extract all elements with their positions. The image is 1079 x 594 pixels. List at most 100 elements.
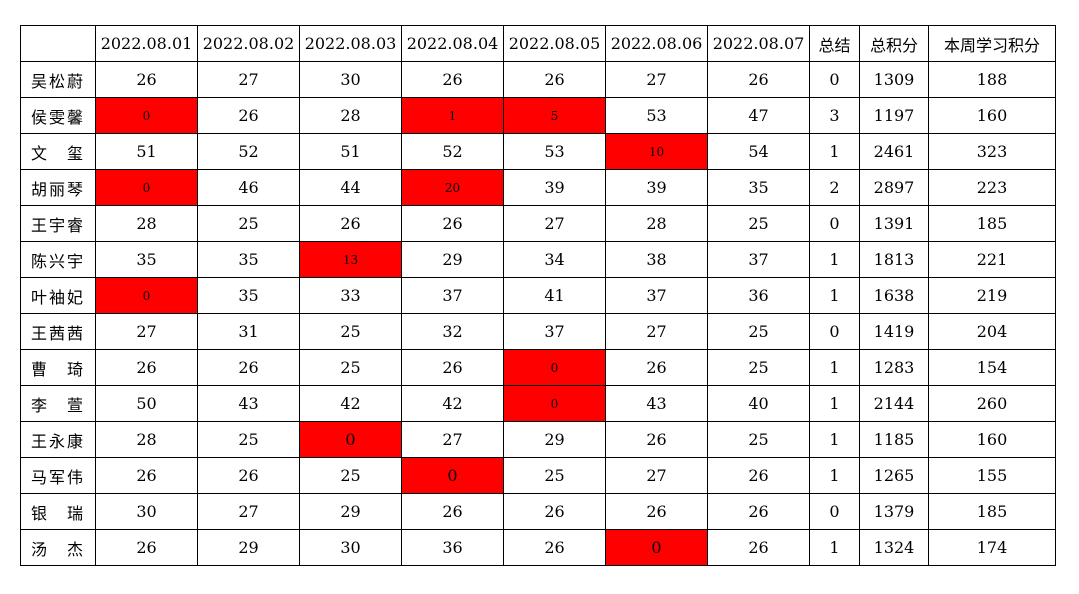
summary-cell[interactable]: 2 bbox=[809, 169, 860, 206]
day-score-cell[interactable]: 39 bbox=[503, 169, 606, 206]
student-name-cell[interactable]: 曹 琦 bbox=[20, 349, 96, 386]
week-points-cell[interactable]: 155 bbox=[928, 457, 1056, 494]
day-score-cell[interactable]: 27 bbox=[197, 61, 300, 98]
day-score-cell[interactable]: 51 bbox=[299, 133, 402, 170]
day-score-cell[interactable]: 26 bbox=[503, 61, 606, 98]
day-score-cell[interactable]: 26 bbox=[299, 205, 402, 242]
student-name-cell[interactable]: 王永康 bbox=[20, 421, 96, 458]
day-score-cell[interactable]: 28 bbox=[299, 97, 402, 134]
day-score-cell[interactable]: 26 bbox=[503, 493, 606, 530]
summary-cell[interactable]: 1 bbox=[809, 133, 860, 170]
day-score-cell-highlighted[interactable]: 0 bbox=[299, 421, 402, 458]
day-score-cell[interactable]: 30 bbox=[299, 529, 402, 566]
day-score-cell[interactable]: 28 bbox=[605, 205, 708, 242]
week-points-cell[interactable]: 223 bbox=[928, 169, 1056, 206]
day-score-cell[interactable]: 26 bbox=[401, 493, 504, 530]
day-score-cell[interactable]: 29 bbox=[401, 241, 504, 278]
week-points-cell[interactable]: 219 bbox=[928, 277, 1056, 314]
day-score-cell[interactable]: 36 bbox=[707, 277, 810, 314]
week-points-cell[interactable]: 188 bbox=[928, 61, 1056, 98]
day-score-cell[interactable]: 37 bbox=[707, 241, 810, 278]
week-points-cell[interactable]: 323 bbox=[928, 133, 1056, 170]
total-points-cell[interactable]: 1197 bbox=[859, 97, 929, 134]
day-score-cell[interactable]: 37 bbox=[503, 313, 606, 350]
corner-header-cell[interactable] bbox=[20, 25, 96, 62]
day-score-cell[interactable]: 25 bbox=[503, 457, 606, 494]
day-score-cell-highlighted[interactable]: 0 bbox=[503, 349, 606, 386]
day-score-cell[interactable]: 29 bbox=[197, 529, 300, 566]
day-score-cell[interactable]: 42 bbox=[299, 385, 402, 422]
summary-cell[interactable]: 0 bbox=[809, 61, 860, 98]
day-score-cell[interactable]: 29 bbox=[503, 421, 606, 458]
metric-header-cell[interactable]: 总积分 bbox=[859, 25, 929, 62]
day-score-cell-highlighted[interactable]: 13 bbox=[299, 241, 402, 278]
day-score-cell[interactable]: 43 bbox=[605, 385, 708, 422]
day-score-cell[interactable]: 33 bbox=[299, 277, 402, 314]
day-score-cell[interactable]: 30 bbox=[299, 61, 402, 98]
week-points-cell[interactable]: 185 bbox=[928, 493, 1056, 530]
total-points-cell[interactable]: 1283 bbox=[859, 349, 929, 386]
summary-cell[interactable]: 1 bbox=[809, 529, 860, 566]
day-score-cell-highlighted[interactable]: 0 bbox=[95, 97, 198, 134]
total-points-cell[interactable]: 1391 bbox=[859, 205, 929, 242]
day-score-cell[interactable]: 38 bbox=[605, 241, 708, 278]
day-score-cell[interactable]: 53 bbox=[605, 97, 708, 134]
student-name-cell[interactable]: 叶袖妃 bbox=[20, 277, 96, 314]
summary-cell[interactable]: 0 bbox=[809, 493, 860, 530]
day-score-cell-highlighted[interactable]: 0 bbox=[503, 385, 606, 422]
day-score-cell[interactable]: 27 bbox=[503, 205, 606, 242]
day-score-cell[interactable]: 27 bbox=[605, 61, 708, 98]
summary-cell[interactable]: 1 bbox=[809, 349, 860, 386]
student-name-cell[interactable]: 陈兴宇 bbox=[20, 241, 96, 278]
day-score-cell[interactable]: 39 bbox=[605, 169, 708, 206]
day-score-cell[interactable]: 54 bbox=[707, 133, 810, 170]
day-score-cell[interactable]: 51 bbox=[95, 133, 198, 170]
day-score-cell-highlighted[interactable]: 20 bbox=[401, 169, 504, 206]
date-header-cell[interactable]: 2022.08.06 bbox=[605, 25, 708, 62]
day-score-cell[interactable]: 26 bbox=[401, 61, 504, 98]
day-score-cell[interactable]: 25 bbox=[299, 313, 402, 350]
day-score-cell[interactable]: 31 bbox=[197, 313, 300, 350]
summary-cell[interactable]: 0 bbox=[809, 205, 860, 242]
day-score-cell[interactable]: 26 bbox=[401, 205, 504, 242]
day-score-cell[interactable]: 26 bbox=[197, 349, 300, 386]
day-score-cell[interactable]: 27 bbox=[605, 457, 708, 494]
day-score-cell[interactable]: 27 bbox=[95, 313, 198, 350]
day-score-cell[interactable]: 29 bbox=[299, 493, 402, 530]
day-score-cell[interactable]: 50 bbox=[95, 385, 198, 422]
day-score-cell[interactable]: 25 bbox=[299, 349, 402, 386]
day-score-cell-highlighted[interactable]: 0 bbox=[95, 169, 198, 206]
week-points-cell[interactable]: 204 bbox=[928, 313, 1056, 350]
week-points-cell[interactable]: 221 bbox=[928, 241, 1056, 278]
total-points-cell[interactable]: 1379 bbox=[859, 493, 929, 530]
day-score-cell[interactable]: 26 bbox=[707, 457, 810, 494]
total-points-cell[interactable]: 1265 bbox=[859, 457, 929, 494]
date-header-cell[interactable]: 2022.08.02 bbox=[197, 25, 300, 62]
day-score-cell[interactable]: 25 bbox=[707, 313, 810, 350]
day-score-cell-highlighted[interactable]: 10 bbox=[605, 133, 708, 170]
total-points-cell[interactable]: 1324 bbox=[859, 529, 929, 566]
day-score-cell[interactable]: 34 bbox=[503, 241, 606, 278]
total-points-cell[interactable]: 2144 bbox=[859, 385, 929, 422]
day-score-cell[interactable]: 46 bbox=[197, 169, 300, 206]
student-name-cell[interactable]: 胡丽琴 bbox=[20, 169, 96, 206]
day-score-cell[interactable]: 40 bbox=[707, 385, 810, 422]
summary-cell[interactable]: 1 bbox=[809, 385, 860, 422]
summary-cell[interactable]: 1 bbox=[809, 457, 860, 494]
date-header-cell[interactable]: 2022.08.04 bbox=[401, 25, 504, 62]
day-score-cell[interactable]: 25 bbox=[707, 421, 810, 458]
summary-cell[interactable]: 3 bbox=[809, 97, 860, 134]
date-header-cell[interactable]: 2022.08.03 bbox=[299, 25, 402, 62]
summary-cell[interactable]: 0 bbox=[809, 313, 860, 350]
student-name-cell[interactable]: 王茜茜 bbox=[20, 313, 96, 350]
day-score-cell[interactable]: 25 bbox=[299, 457, 402, 494]
day-score-cell[interactable]: 26 bbox=[605, 493, 708, 530]
day-score-cell[interactable]: 26 bbox=[707, 529, 810, 566]
total-points-cell[interactable]: 1309 bbox=[859, 61, 929, 98]
total-points-cell[interactable]: 1813 bbox=[859, 241, 929, 278]
day-score-cell[interactable]: 26 bbox=[605, 349, 708, 386]
week-points-cell[interactable]: 174 bbox=[928, 529, 1056, 566]
day-score-cell[interactable]: 28 bbox=[95, 205, 198, 242]
day-score-cell[interactable]: 27 bbox=[401, 421, 504, 458]
summary-cell[interactable]: 1 bbox=[809, 421, 860, 458]
